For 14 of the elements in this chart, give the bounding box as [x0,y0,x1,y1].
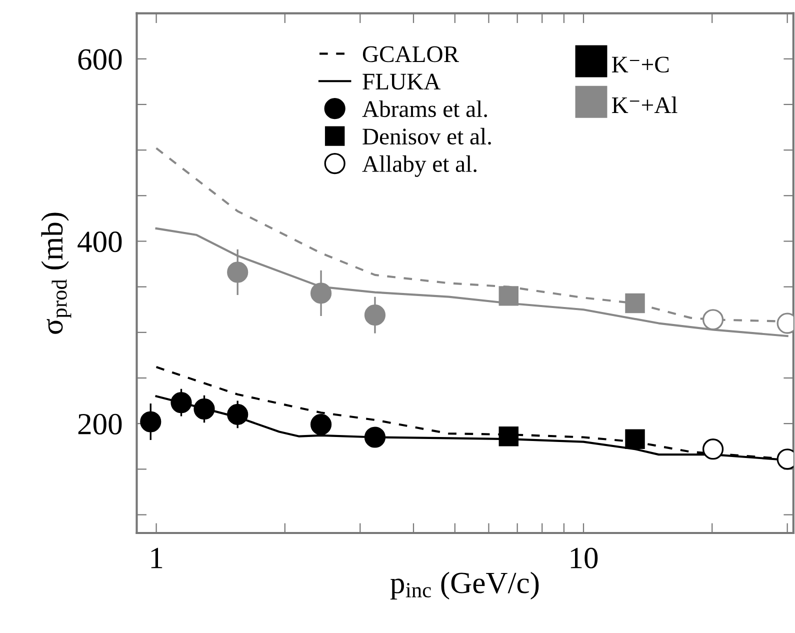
legend-label: GCALOR [362,46,460,62]
legend-label: FLUKA [362,74,441,90]
legend-label: Allaby et al. [362,155,476,177]
x-tick-label: 1 [151,548,162,568]
x-axis-title: p$_{inc}$ (GeV/c) [390,572,539,600]
y-tick-label: 600 [78,49,122,70]
y-tick-label: 400 [78,232,122,252]
annotation: K⁻+Al [612,96,678,113]
y-tick-label: 200 [78,414,122,434]
x-tick-label: 10 [570,548,598,568]
legend-label: Abrams et al. [362,100,487,118]
y-axis-title: σ$_{prod}$ (mb) [41,212,72,334]
annotation: K⁻+C [612,56,669,73]
legend-label: Denisov et al. [362,128,491,145]
